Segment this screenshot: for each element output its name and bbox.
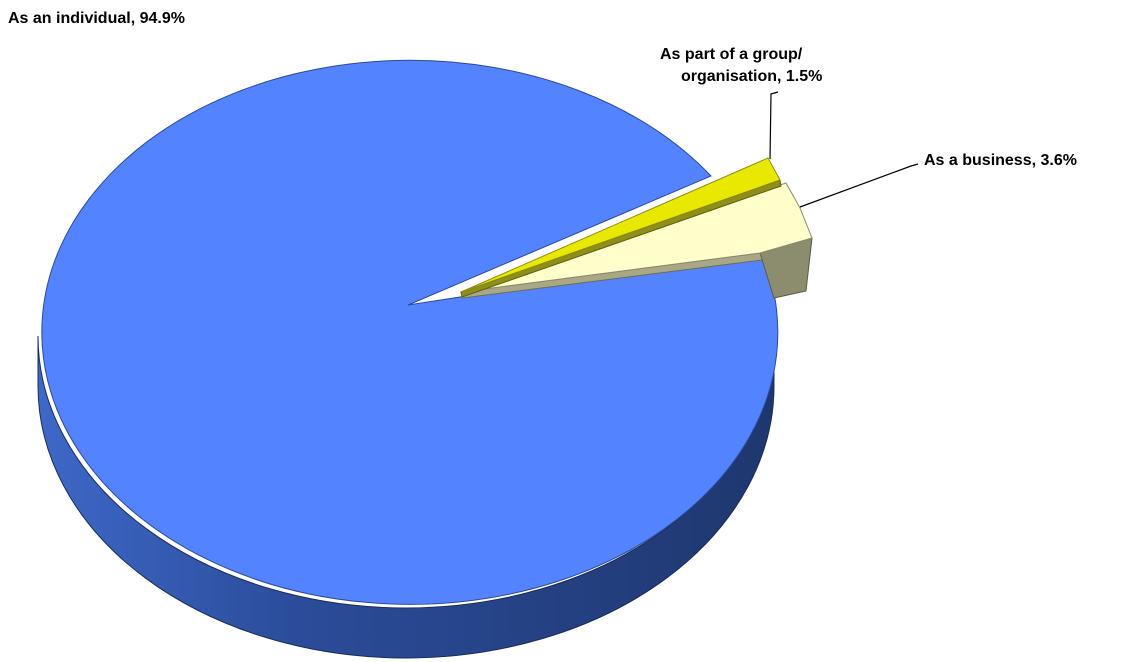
label-group-line1: As part of a group/ xyxy=(660,46,803,63)
label-individual: As an individual, 94.9% xyxy=(8,10,185,27)
slice-group xyxy=(460,157,781,293)
label-group: As part of a group/ organisation, 1.5% xyxy=(660,44,822,88)
slice-individual-side xyxy=(37,335,775,659)
label-group-line2: organisation, 1.5% xyxy=(681,68,823,85)
leader-line-group xyxy=(769,91,779,160)
slice-individual xyxy=(41,59,779,605)
label-business: As a business, 3.6% xyxy=(924,152,1077,169)
leader-line-business xyxy=(799,163,919,208)
